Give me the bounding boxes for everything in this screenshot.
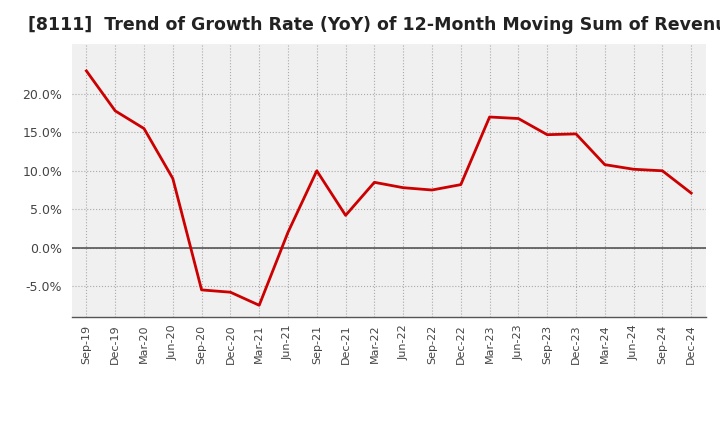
Title: [8111]  Trend of Growth Rate (YoY) of 12-Month Moving Sum of Revenues: [8111] Trend of Growth Rate (YoY) of 12-… (28, 16, 720, 34)
